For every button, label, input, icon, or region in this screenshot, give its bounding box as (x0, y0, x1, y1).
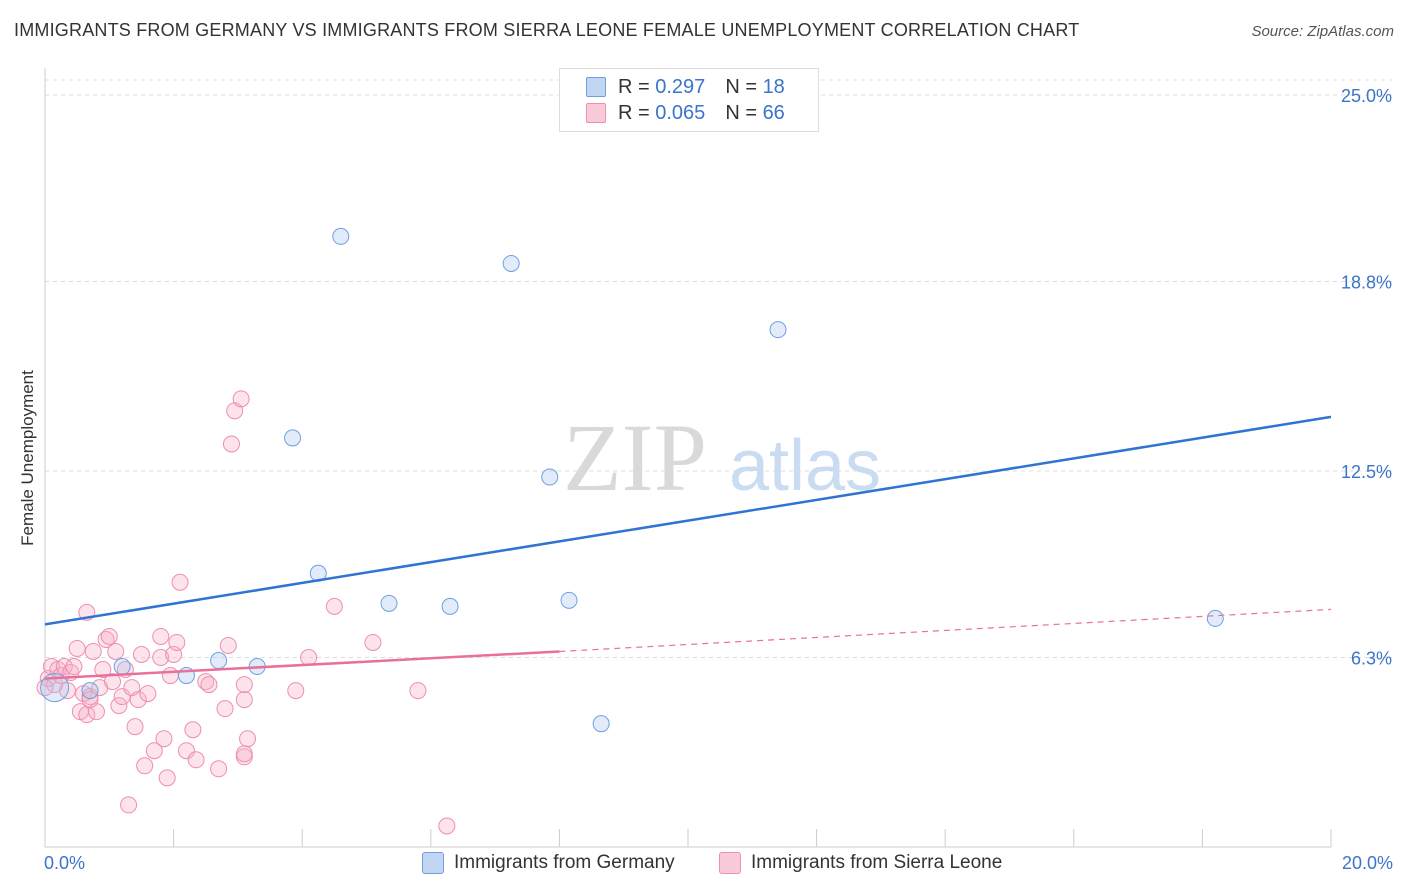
sierra-leone-point (161, 667, 179, 685)
sierra-leone-point (152, 649, 170, 667)
sierra-leone-point (219, 636, 237, 654)
legend-germany-label: Immigrants from Germany (454, 852, 675, 873)
y-tick-label: 12.5% (1341, 462, 1392, 482)
sierra-leone-trendline-extension (559, 608, 1332, 653)
sierra-leone-point (65, 658, 83, 676)
sierra-leone-point (68, 639, 86, 657)
sierra-leone-point (136, 757, 154, 775)
sierra-leone-point (232, 390, 250, 408)
sierra-leone-point (210, 760, 228, 778)
stats-box: R = 0.297 N = 18 R = 0.065 N = 66 (559, 68, 819, 132)
germany-point (81, 682, 99, 700)
sierra-leone-point (222, 435, 240, 453)
sierra-leone-point (100, 627, 118, 645)
germany-point (113, 658, 131, 676)
source-label: Source: ZipAtlas.com (1251, 23, 1394, 40)
trendlines (44, 415, 1332, 680)
germany-r-label: R = (618, 75, 650, 98)
series-germany (40, 227, 1224, 733)
sierra-leone-point (168, 633, 186, 651)
sierra-leone-point (364, 633, 382, 651)
series-sierra-leone (36, 390, 456, 835)
sierra-leone-n-label: N = (725, 101, 757, 124)
sierra-leone-n-value: 66 (762, 101, 785, 124)
y-tick-label: 25.0% (1341, 86, 1392, 106)
sierra-leone-point (187, 751, 205, 769)
sierra-leone-point (409, 682, 427, 700)
sierra-leone-trendline (44, 650, 560, 680)
tick-labels: 6.3% 12.5% 18.8% 25.0% 0.0% 20.0% (44, 86, 1393, 873)
gridlines (45, 79, 1392, 659)
germany-point (284, 429, 302, 447)
sierra-leone-point (438, 817, 456, 835)
germany-n-value: 18 (762, 75, 785, 98)
sierra-leone-point (235, 691, 253, 709)
sierra-leone-point (200, 676, 218, 694)
legend-sierra-leone-label: Immigrants from Sierra Leone (751, 852, 1003, 873)
germany-point (541, 468, 559, 486)
sierra-leone-point (126, 718, 144, 736)
germany-point (560, 591, 578, 609)
y-tick-label: 6.3% (1351, 649, 1392, 669)
legend-item-germany[interactable]: Immigrants from Germany (422, 852, 675, 874)
germany-point (210, 652, 228, 670)
sierra-leone-point (216, 700, 234, 718)
sierra-leone-point (158, 769, 176, 787)
sierra-leone-point (104, 673, 122, 691)
germany-n-label: N = (725, 75, 757, 98)
stats-row-sierra-leone: R = 0.065 N = 66 (586, 100, 785, 126)
sierra-leone-point (97, 630, 115, 648)
germany-point (1206, 609, 1224, 627)
sierra-leone-point (197, 673, 215, 691)
sierra-leone-point (55, 658, 73, 676)
chart-title: IMMIGRANTS FROM GERMANY VS IMMIGRANTS FR… (14, 20, 1080, 40)
watermark-zip: ZIP (563, 404, 707, 511)
sierra-leone-point (139, 685, 157, 703)
sierra-leone-point (325, 597, 343, 615)
sierra-leone-r-label: R = (618, 101, 650, 124)
sierra-leone-point (107, 642, 125, 660)
germany-point (769, 321, 787, 339)
sierra-leone-point (235, 676, 253, 694)
sierra-leone-swatch (586, 103, 606, 123)
sierra-leone-point (81, 691, 99, 709)
watermark: ZIP atlas (563, 404, 881, 511)
germany-point (380, 594, 398, 612)
legend-item-sierra-leone[interactable]: Immigrants from Sierra Leone (719, 852, 1002, 874)
sierra-leone-point (235, 745, 253, 763)
sierra-leone-point (287, 682, 305, 700)
sierra-leone-point (129, 691, 147, 709)
germany-point (332, 227, 350, 245)
y-tick-label: 18.8% (1341, 273, 1392, 293)
sierra-leone-point (132, 645, 150, 663)
sierra-leone-point (94, 661, 112, 679)
sierra-leone-point (110, 697, 128, 715)
germany-cluster-point (40, 673, 70, 703)
legend-sierra-leone-swatch (719, 852, 741, 874)
sierra-leone-point (145, 742, 163, 760)
germany-swatch (586, 77, 606, 97)
sierra-leone-point (300, 649, 318, 667)
sierra-leone-point (171, 573, 189, 591)
x-tick-label: 0.0% (44, 853, 85, 873)
sierra-leone-point (155, 730, 173, 748)
legend-germany-swatch (422, 852, 444, 874)
germany-point (592, 715, 610, 733)
sierra-leone-point (239, 730, 257, 748)
sierra-leone-point (120, 796, 138, 814)
sierra-leone-point (84, 642, 102, 660)
germany-trendline (44, 415, 1332, 626)
axes (44, 68, 1332, 848)
sierra-leone-r-value: 0.065 (655, 101, 706, 124)
legend: Immigrants from Germany Immigrants from … (0, 852, 1406, 878)
stats-row-germany: R = 0.297 N = 18 (586, 74, 785, 100)
germany-point (441, 597, 459, 615)
x-tick-label: 20.0% (1342, 853, 1393, 873)
germany-r-value: 0.297 (655, 75, 706, 98)
germany-point (502, 254, 520, 272)
sierra-leone-point (152, 627, 170, 645)
sierra-leone-point (184, 721, 202, 739)
